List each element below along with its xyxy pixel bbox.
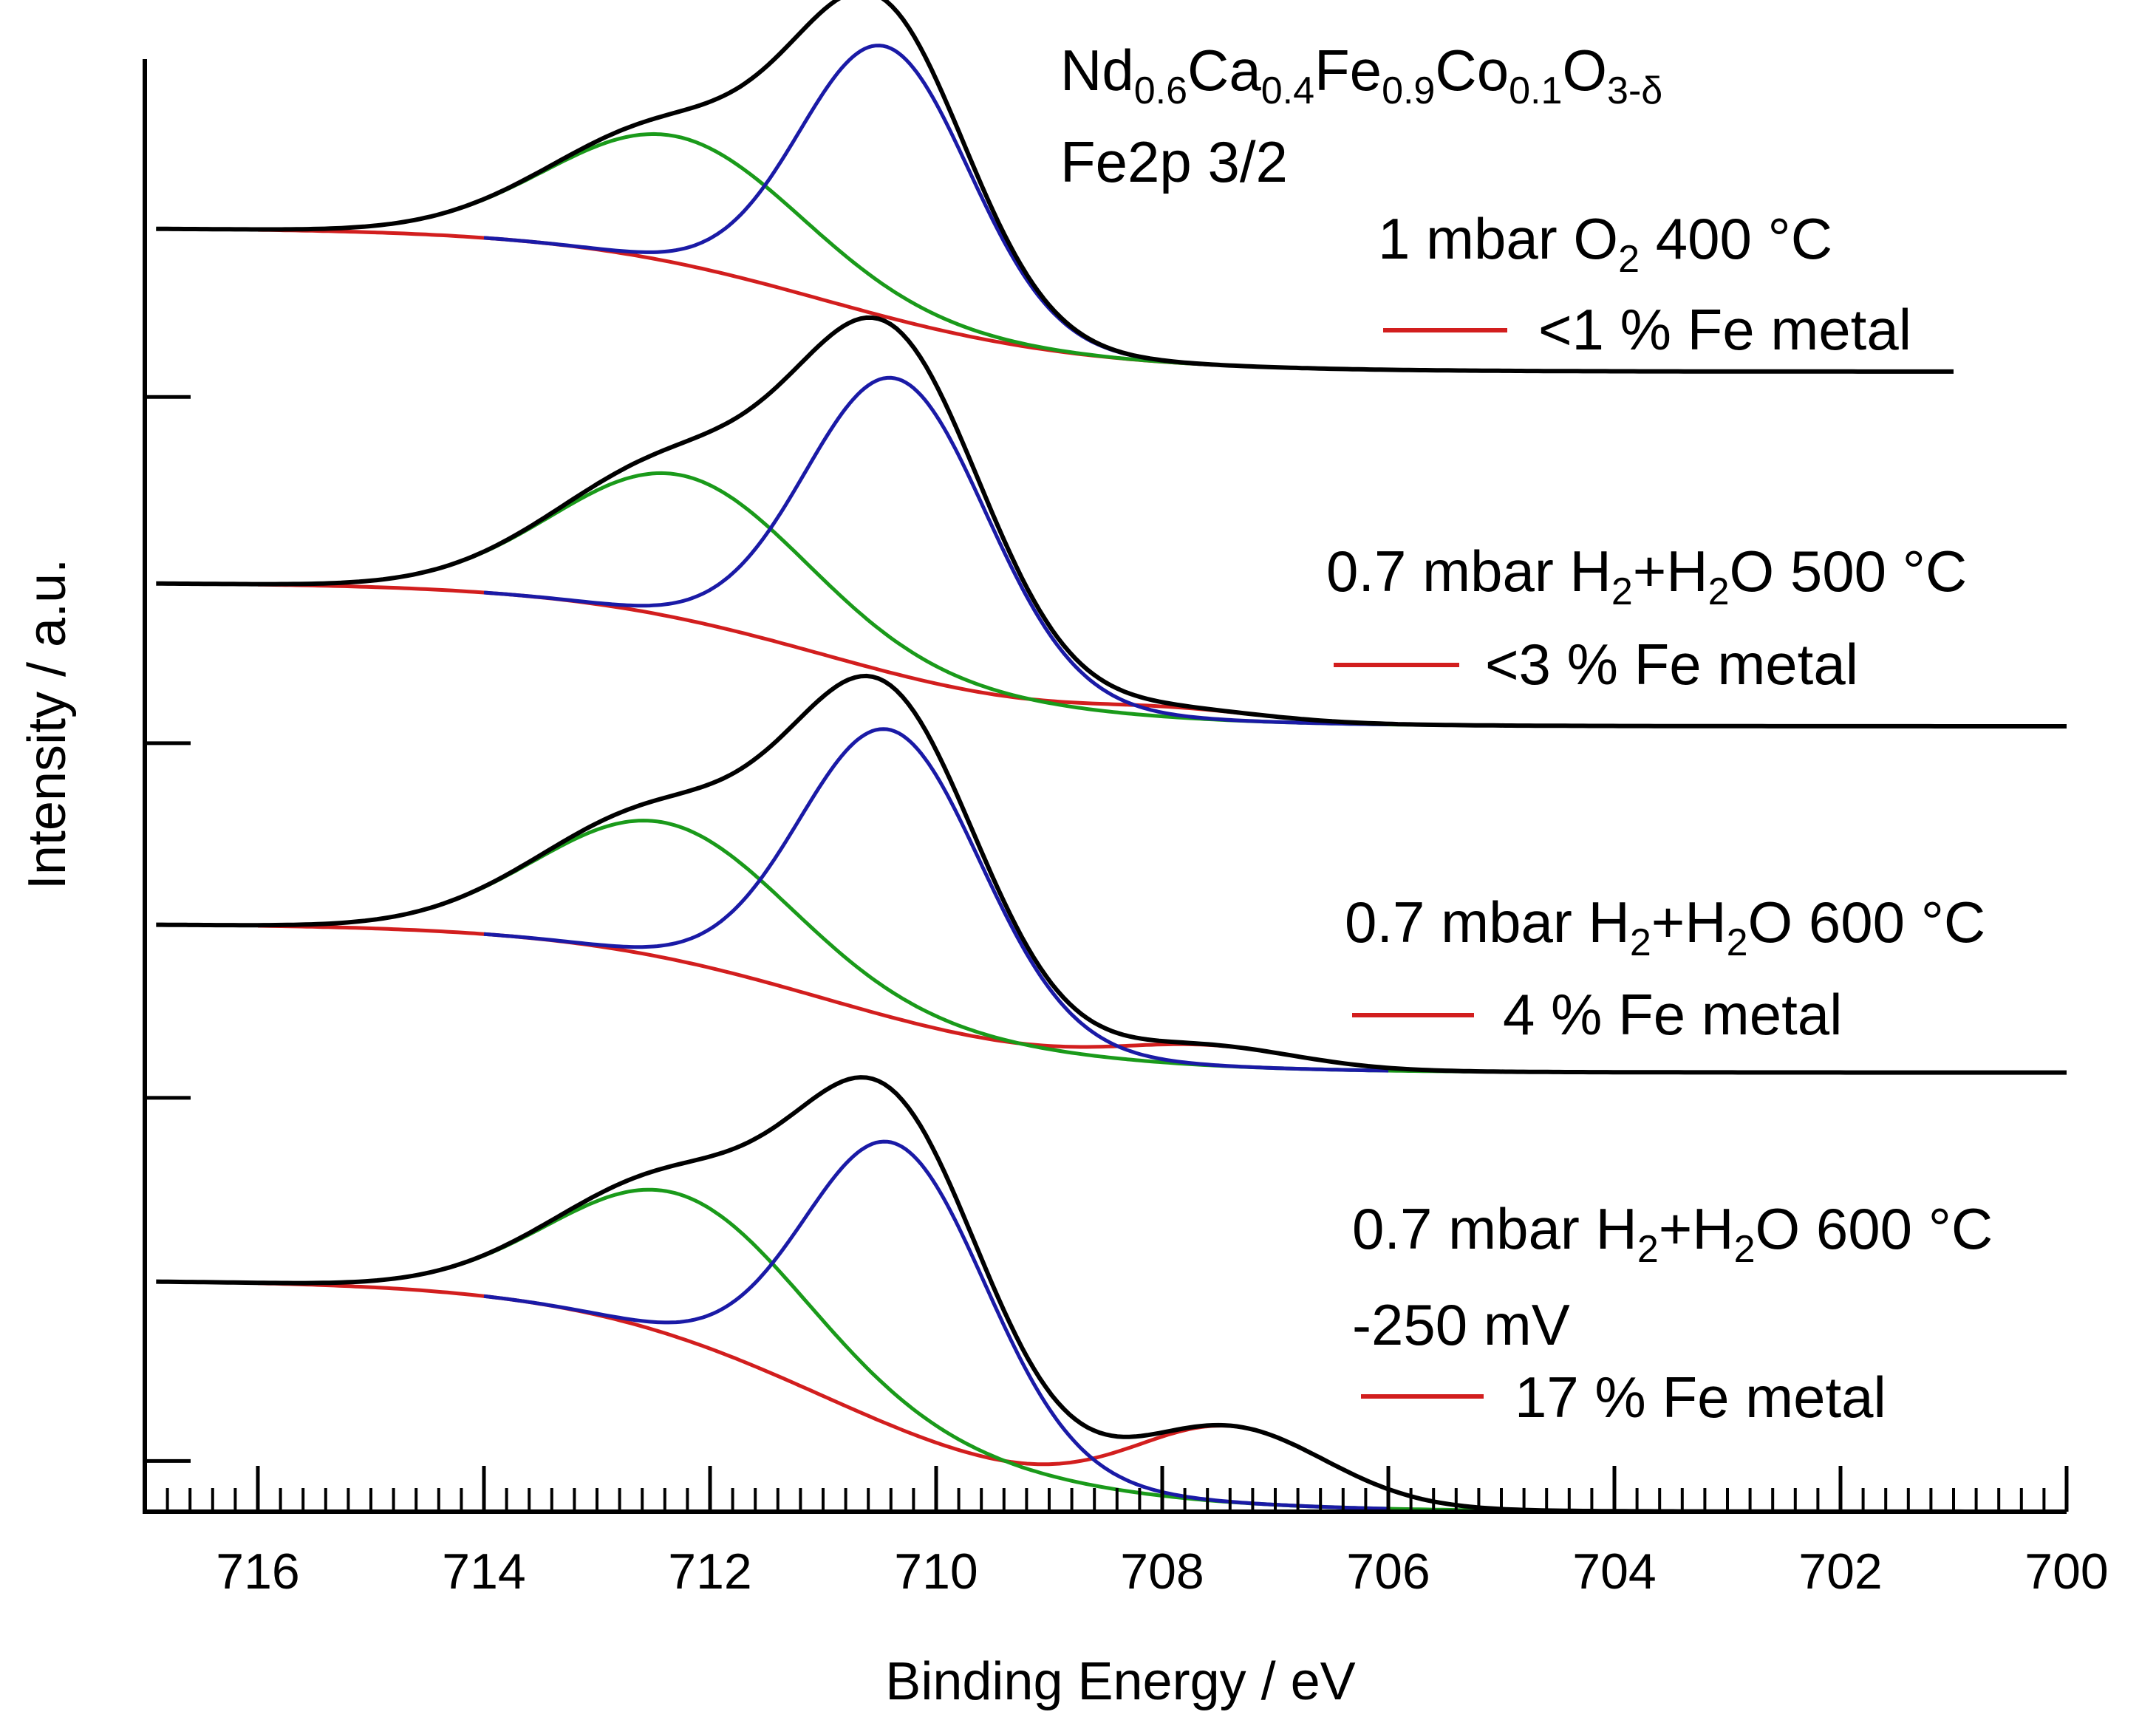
metal-percent-label: <1 % Fe metal [1538, 297, 1911, 362]
component-a-fit-line [483, 1139, 1389, 1511]
formula-subscript: 3-δ [1607, 69, 1662, 112]
x-tick-label: 716 [216, 1543, 299, 1600]
condition-text: 0.7 mbar H [1345, 890, 1630, 955]
formula-element: Co [1435, 38, 1509, 103]
condition-text: 400 °C [1640, 206, 1832, 271]
condition-subscript: 2 [1637, 1228, 1659, 1271]
x-minor-ticks [143, 1488, 2046, 1512]
spectrum-1 [156, 0, 1954, 374]
condition-subscript: 2 [1734, 1228, 1756, 1271]
formula-subscript: 0.4 [1261, 69, 1314, 112]
component-b-fit-line [314, 819, 1501, 1074]
x-tick-label: 700 [2024, 1543, 2108, 1600]
metal-percent-label: 17 % Fe metal [1515, 1365, 1886, 1430]
component-a-fit-line [483, 375, 1389, 726]
spectrum-3 [156, 673, 2067, 1075]
formula-subscript: 0.9 [1382, 69, 1435, 112]
condition-label: 1 mbar O2 400 °C [1378, 206, 1832, 281]
formula-element: Fe [1314, 38, 1382, 103]
formula-element: Nd [1060, 38, 1134, 103]
axes: 716 714 712 710 708 706 704 702 700 Binding Energ… [18, 59, 2109, 1711]
spectrum-4 [156, 1075, 2067, 1514]
measured-spectrum-line [156, 0, 1954, 374]
measured-spectrum-line [156, 673, 2067, 1075]
component-b-fit-line [314, 1187, 1501, 1512]
x-tick-label: 702 [1798, 1543, 1882, 1600]
region-label: Fe2p 3/2 [1060, 129, 1288, 194]
formula-subscript: 0.1 [1509, 69, 1562, 112]
plot-lines [156, 0, 2067, 1514]
condition-text: O 600 °C [1748, 890, 1986, 955]
condition-text: O 500 °C [1730, 539, 1968, 604]
measured-spectrum-line [156, 1075, 2067, 1514]
metal-percent-label: <3 % Fe metal [1485, 632, 1858, 697]
x-axis-title: Binding Energy / eV [885, 1652, 1355, 1711]
condition-text: 0.7 mbar H [1326, 539, 1611, 604]
bias-label: -250 mV [1352, 1292, 1570, 1357]
formula-subscript: 0.6 [1134, 69, 1187, 112]
measured-spectrum-line [156, 315, 2067, 729]
spectrum-2 [156, 315, 2067, 729]
condition-text: +H [1659, 1196, 1734, 1261]
x-tick-label: 710 [894, 1543, 978, 1600]
x-tick-label: 712 [668, 1543, 751, 1600]
condition-label: 0.7 mbar H2+H2O 500 °C [1326, 539, 1967, 613]
y-axis-title: Intensity / a.u. [18, 559, 77, 890]
condition-text: 1 mbar O [1378, 206, 1618, 271]
component-a-fit-line [483, 727, 1389, 1073]
sample-formula: Nd0.6Ca0.4Fe0.9Co0.1O3-δ [1060, 38, 1662, 112]
condition-subscript: 2 [1611, 570, 1633, 613]
x-tick-label: 706 [1346, 1543, 1430, 1600]
component-b-fit-line [314, 471, 1501, 728]
condition-subscript: 2 [1630, 921, 1651, 964]
annotations: Nd0.6Ca0.4Fe0.9Co0.1O3-δ Fe2p 3/2 1 mbar O… [1060, 38, 1993, 1430]
condition-label: 0.7 mbar H2+H2O 600 °C [1345, 890, 1985, 964]
formula-element: O [1562, 38, 1607, 103]
x-tick-label: 714 [442, 1543, 525, 1600]
condition-text: O 600 °C [1756, 1196, 1993, 1261]
condition-text: +H [1633, 539, 1708, 604]
condition-subscript: 2 [1708, 570, 1730, 613]
metal-percent-label: 4 % Fe metal [1503, 982, 1843, 1047]
condition-subscript: 2 [1727, 921, 1748, 964]
condition-text: +H [1651, 890, 1727, 955]
condition-subscript: 2 [1618, 238, 1640, 281]
x-tick-label: 704 [1572, 1543, 1656, 1600]
condition-label: 0.7 mbar H2+H2O 600 °C [1352, 1196, 1993, 1271]
condition-text: 0.7 mbar H [1352, 1196, 1637, 1261]
formula-element: Ca [1187, 38, 1261, 103]
x-tick-label: 708 [1120, 1543, 1204, 1600]
